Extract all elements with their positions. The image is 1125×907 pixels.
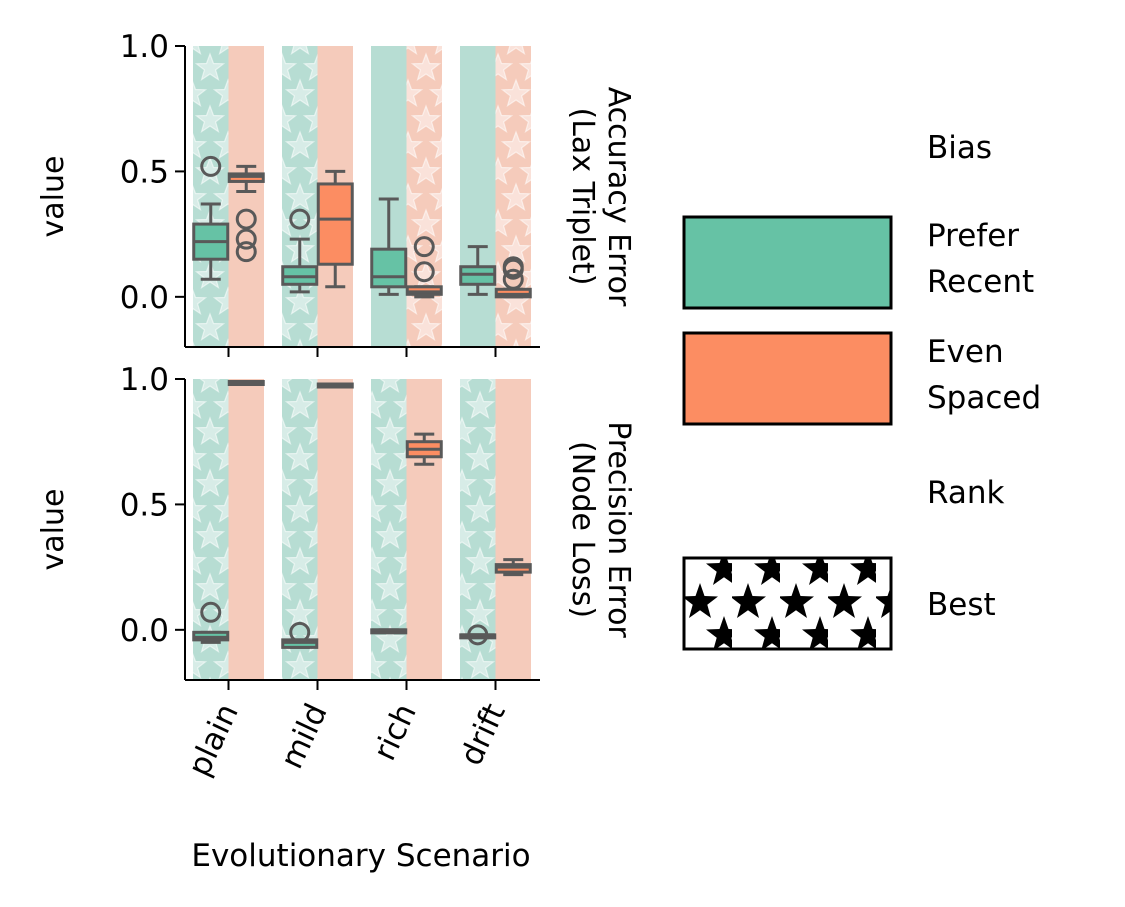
legend-swatch-prefer-recent	[682, 215, 893, 310]
row-label: (Node Loss)	[565, 441, 600, 618]
x-tick-label-drift: drift	[453, 698, 512, 771]
y-axis-label: value	[36, 156, 71, 238]
legend-label: Spaced	[927, 380, 1041, 416]
best-rank-stars-plain-prefer-recent	[193, 46, 229, 347]
best-rank-stars-mild-prefer-recent	[282, 46, 318, 347]
best-rank-stars-plain-prefer-recent	[193, 379, 229, 680]
x-tick-label-rich: rich	[367, 698, 424, 766]
legend-label: Even	[927, 334, 1004, 370]
box-mild-even-spaced	[316, 382, 354, 389]
outlier-point	[200, 601, 222, 623]
background-plain-even-spaced	[228, 379, 264, 680]
box-rich-prefer-recent	[370, 628, 408, 635]
x-tick-label-plain: plain	[181, 698, 246, 782]
box-iqr	[370, 247, 408, 289]
x-tick-labels: plain mild rich drift	[181, 698, 513, 782]
y-tick-label: 0.0	[120, 613, 169, 649]
outlier-point	[502, 258, 524, 280]
outlier-point	[235, 228, 257, 250]
y-tick-label: 0.5	[120, 154, 169, 190]
y-axis-label: value	[36, 489, 71, 571]
box-plain-prefer-recent	[192, 601, 230, 644]
background-rich-even-spaced	[406, 379, 442, 680]
legend-title-rank: Rank	[927, 475, 1005, 511]
best-rank-stars-drift-even-spaced	[495, 46, 531, 347]
panel-2: 1.0 0.5 0.0 value Precision Error(Node Loss)	[36, 362, 636, 690]
legend-label: Recent	[927, 264, 1034, 300]
outlier-point	[235, 208, 257, 230]
panel-1: 1.0 0.5 0.0 value Accuracy Error(Lax Triplet…	[36, 29, 636, 357]
outlier-point	[200, 155, 222, 177]
row-label: Accuracy Error	[601, 87, 636, 307]
legend: Bias Prefer Recent Even Spaced Rank Best	[682, 130, 1041, 651]
box-drift-prefer-recent	[459, 245, 497, 296]
legend-label-best: Best	[927, 587, 996, 623]
outlier-point	[289, 621, 311, 643]
box-mild-prefer-recent	[281, 621, 319, 649]
y-tick-label: 0.5	[120, 487, 169, 523]
outlier-point	[235, 241, 257, 263]
box-plain-prefer-recent	[192, 155, 230, 281]
background-drift-even-spaced	[495, 379, 531, 680]
background-rich-prefer-recent	[371, 46, 407, 347]
outlier-point	[413, 261, 435, 283]
best-rank-stars-mild-prefer-recent	[282, 379, 318, 680]
box-mild-prefer-recent	[281, 208, 319, 294]
box-plain-even-spaced	[227, 380, 265, 387]
outlier-point	[413, 236, 435, 258]
y-tick-label: 1.0	[120, 29, 169, 65]
box-drift-even-spaced	[494, 256, 532, 299]
background-mild-even-spaced	[317, 379, 353, 680]
outlier-point	[467, 624, 489, 646]
box-drift-even-spaced	[494, 558, 532, 577]
outlier-point	[289, 208, 311, 230]
box-rich-even-spaced	[405, 432, 443, 466]
box-plain-even-spaced	[227, 164, 265, 263]
best-rank-stars-drift-prefer-recent	[460, 379, 496, 680]
legend-label: Prefer	[927, 218, 1019, 254]
y-tick-label: 0.0	[120, 280, 169, 316]
box-drift-prefer-recent	[459, 624, 497, 646]
box-mild-even-spaced	[316, 169, 354, 289]
legend-title-bias: Bias	[927, 130, 992, 166]
row-label: (Lax Triplet)	[565, 108, 600, 286]
box-rich-even-spaced	[405, 236, 443, 299]
box-iqr	[316, 182, 354, 266]
box-rich-prefer-recent	[370, 197, 408, 296]
y-tick-label: 1.0	[120, 362, 169, 398]
legend-swatch-best	[682, 556, 893, 651]
best-rank-stars-rich-prefer-recent	[371, 379, 407, 680]
row-label: Precision Error	[601, 421, 636, 638]
x-axis-label: Evolutionary Scenario	[191, 838, 530, 874]
background-plain-even-spaced	[228, 46, 264, 347]
background-drift-prefer-recent	[460, 46, 496, 347]
legend-swatch-even-spaced	[682, 331, 893, 426]
best-rank-stars-rich-even-spaced	[406, 46, 442, 347]
x-tick-label-mild: mild	[274, 698, 335, 774]
outlier-point	[502, 268, 524, 290]
